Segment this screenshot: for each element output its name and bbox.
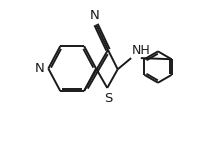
Text: NH: NH xyxy=(132,44,151,57)
Text: N: N xyxy=(90,9,99,22)
Text: S: S xyxy=(104,92,112,105)
Text: N: N xyxy=(35,62,44,75)
